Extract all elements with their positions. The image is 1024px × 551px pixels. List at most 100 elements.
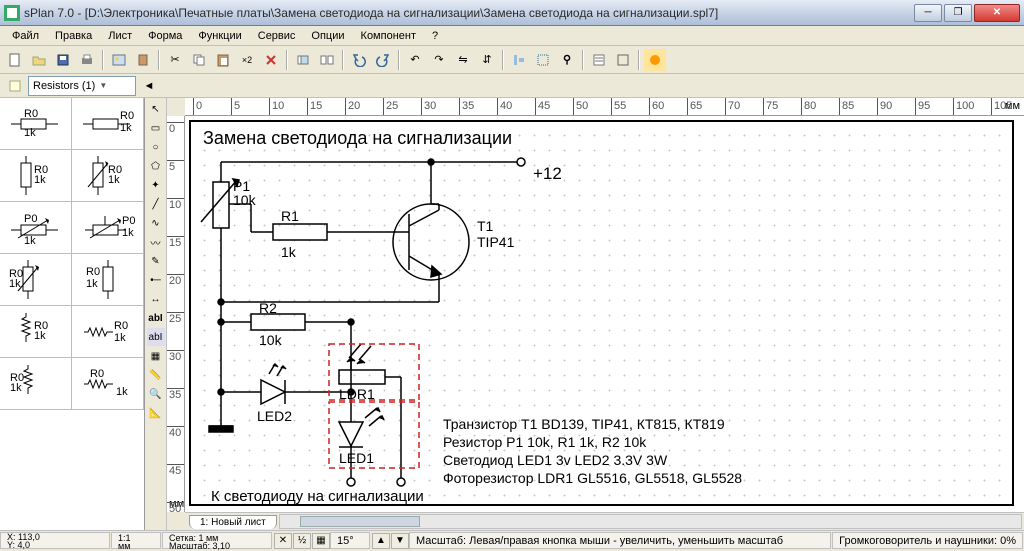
svg-text:1k: 1k [120,122,132,134]
zoom-fit-icon[interactable] [612,49,634,71]
flip-v-icon[interactable]: ⇵ [476,49,498,71]
group-icon[interactable] [532,49,554,71]
supply-label: +12 [533,164,562,184]
ruler-horizontal: мм 0510152025303540455055606570758085909… [185,98,1024,116]
palette-resistor-zig-v2[interactable]: R01k [0,358,72,410]
zoom-tool-icon[interactable]: 🔍 [147,385,165,403]
bezier-tool-icon[interactable]: 〰 [147,233,165,251]
align-icon[interactable] [508,49,530,71]
duplicate-icon[interactable] [292,49,314,71]
palette-pot-v[interactable]: R01k [72,150,144,202]
dimension-tool-icon[interactable]: ↔ [147,290,165,308]
angle-down-button[interactable]: ▼ [391,533,409,549]
palette-pot-v2[interactable]: R01k [0,254,72,306]
save-icon[interactable] [52,49,74,71]
ruler-vertical: мм 05101520253035404550 [167,116,185,512]
text-tool-icon[interactable]: abI [147,309,165,327]
maximize-button[interactable]: ❐ [944,4,972,22]
status-coord-y: Y: 4,0 [7,541,30,549]
library-selected: Resistors (1) [33,80,95,92]
snap-half-button[interactable]: ½ [293,533,311,549]
image-tool-icon[interactable]: ▦ [147,347,165,365]
junction-tool-icon[interactable]: •─ [147,271,165,289]
svg-text:1k: 1k [108,174,120,186]
t1-val: TIP41 [477,234,514,250]
special-tool-icon[interactable]: ✦ [147,176,165,194]
note2: Резистор P1 10k, R1 1k, R2 10k [443,434,646,450]
svg-text:R0: R0 [114,320,128,332]
palette-resistor-v[interactable]: R01k [0,150,72,202]
status-mm: мм [118,542,130,550]
measure-tool-icon[interactable]: 📏 [147,366,165,384]
horizontal-scrollbar[interactable] [279,514,1022,529]
menu-form[interactable]: Форма [140,28,190,44]
menu-bar: Файл Правка Лист Форма Функции Сервис Оп… [0,26,1024,46]
find-icon[interactable]: ⚲ [556,49,578,71]
snap-off-button[interactable]: ✕ [274,533,292,549]
new-icon[interactable] [4,49,26,71]
palette-resistor-zig-h2[interactable]: R01k [72,358,144,410]
paste-icon[interactable] [212,49,234,71]
svg-text:1k: 1k [9,278,21,290]
library-icon[interactable] [4,75,26,97]
component-list-icon[interactable] [588,49,610,71]
ruler-tool-icon[interactable]: 📐 [147,404,165,422]
close-button[interactable]: ✕ [974,4,1020,22]
menu-functions[interactable]: Функции [190,28,249,44]
title-bar: sPlan 7.0 - [D:\Электроника\Печатные пла… [0,0,1024,26]
palette-resistor-h[interactable]: R01k [0,98,72,150]
menu-options[interactable]: Опции [303,28,352,44]
canvas-area: мм 0510152025303540455055606570758085909… [167,98,1024,530]
menu-edit[interactable]: Правка [47,28,100,44]
export-image-icon[interactable] [108,49,130,71]
delete-icon[interactable] [260,49,282,71]
flip-h-icon[interactable]: ⇋ [452,49,474,71]
menu-sheet[interactable]: Лист [100,28,140,44]
undo-icon[interactable] [348,49,370,71]
drawing-canvas[interactable]: Замена светодиода на сигнализации +12 P1… [185,116,1024,512]
redo-icon[interactable] [372,49,394,71]
library-combo[interactable]: Resistors (1) ▼ [28,76,136,96]
simulate-icon[interactable] [644,49,666,71]
toolbar-library: Resistors (1) ▼ ◄ [0,74,1024,98]
copy-icon[interactable] [188,49,210,71]
angle-up-button[interactable]: ▲ [372,533,390,549]
menu-help[interactable]: ? [424,28,446,44]
palette-resistor-zig-v[interactable]: R01k [0,306,72,358]
textblock-tool-icon[interactable]: abI [147,328,165,346]
status-scale: Масштаб: 3,10 [169,542,230,550]
sheet-tab-1[interactable]: 1: Новый лист [189,515,277,529]
status-bar: X: 113,0 Y: 4,0 1:1 мм Сетка: 1 мм Масшт… [0,530,1024,550]
swap-icon[interactable] [316,49,338,71]
palette-resistor-zig-h[interactable]: R01k [72,306,144,358]
palette-pot-h1[interactable]: P01k [0,202,72,254]
line-tool-icon[interactable]: ╱ [147,195,165,213]
x2-icon[interactable]: ×2 [236,49,258,71]
rotate-left-icon[interactable]: ↶ [404,49,426,71]
open-icon[interactable] [28,49,50,71]
freehand-tool-icon[interactable]: ✎ [147,252,165,270]
circle-tool-icon[interactable]: ○ [147,138,165,156]
palette-pot-h2[interactable]: P01k [72,202,144,254]
palette-resistor-v2[interactable]: R01k [72,254,144,306]
clipboard-icon[interactable] [132,49,154,71]
rect-tool-icon[interactable]: ▭ [147,119,165,137]
palette-resistor-h2[interactable]: R01k [72,98,144,150]
library-prev-icon[interactable]: ◄ [138,75,160,97]
main-area: R01k R01k R01k R01k P01k P01k R01k [0,98,1024,530]
cut-icon[interactable]: ✂ [164,49,186,71]
minimize-button[interactable]: ─ [914,4,942,22]
pointer-tool-icon[interactable]: ↖ [147,100,165,118]
menu-service[interactable]: Сервис [250,28,304,44]
r2-val: 10k [259,332,282,348]
menu-component[interactable]: Компонент [353,28,424,44]
note4: Фоторезистор LDR1 GL5516, GL5518, GL5528 [443,470,742,486]
snap-on-button[interactable]: ▦ [312,533,330,549]
menu-file[interactable]: Файл [4,28,47,44]
rotate-right-icon[interactable]: ↷ [428,49,450,71]
print-icon[interactable] [76,49,98,71]
curve-tool-icon[interactable]: ∿ [147,214,165,232]
svg-text:R0: R0 [24,108,38,120]
r2-ref: R2 [259,300,277,316]
poly-tool-icon[interactable]: ⬠ [147,157,165,175]
